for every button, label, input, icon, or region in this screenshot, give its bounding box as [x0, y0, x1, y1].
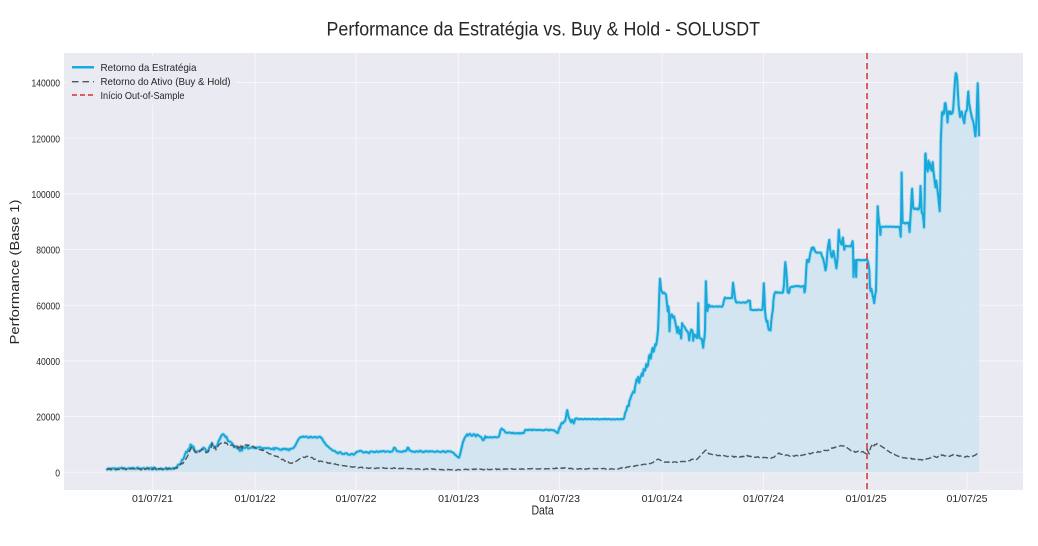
svg-text:40000: 40000 — [36, 356, 60, 368]
svg-text:100000: 100000 — [32, 189, 61, 201]
svg-text:20000: 20000 — [36, 412, 60, 424]
svg-text:Retorno da Estratégia: Retorno da Estratégia — [101, 62, 197, 74]
svg-text:0: 0 — [55, 467, 60, 479]
svg-text:01/01/25: 01/01/25 — [846, 493, 887, 505]
svg-text:Retorno do Ativo (Buy & Hold): Retorno do Ativo (Buy & Hold) — [101, 76, 231, 88]
svg-text:Performance (Base 1): Performance (Base 1) — [7, 200, 22, 345]
svg-text:Performance da Estratégia vs.: Performance da Estratégia vs. Buy & Hold… — [327, 20, 761, 41]
svg-text:01/01/24: 01/01/24 — [642, 493, 683, 505]
svg-text:01/07/24: 01/07/24 — [743, 493, 784, 505]
svg-text:01/07/25: 01/07/25 — [947, 493, 988, 505]
svg-text:60000: 60000 — [36, 300, 60, 312]
svg-text:01/01/22: 01/01/22 — [235, 493, 276, 505]
svg-text:01/07/21: 01/07/21 — [132, 493, 173, 505]
svg-text:120000: 120000 — [32, 133, 61, 145]
svg-text:01/07/23: 01/07/23 — [539, 493, 580, 505]
svg-text:Início Out-of-Sample: Início Out-of-Sample — [101, 90, 185, 102]
svg-text:01/07/22: 01/07/22 — [336, 493, 377, 505]
svg-text:80000: 80000 — [36, 245, 60, 257]
svg-text:140000: 140000 — [32, 78, 61, 90]
svg-text:Data: Data — [531, 503, 554, 518]
svg-text:01/01/23: 01/01/23 — [438, 493, 479, 505]
